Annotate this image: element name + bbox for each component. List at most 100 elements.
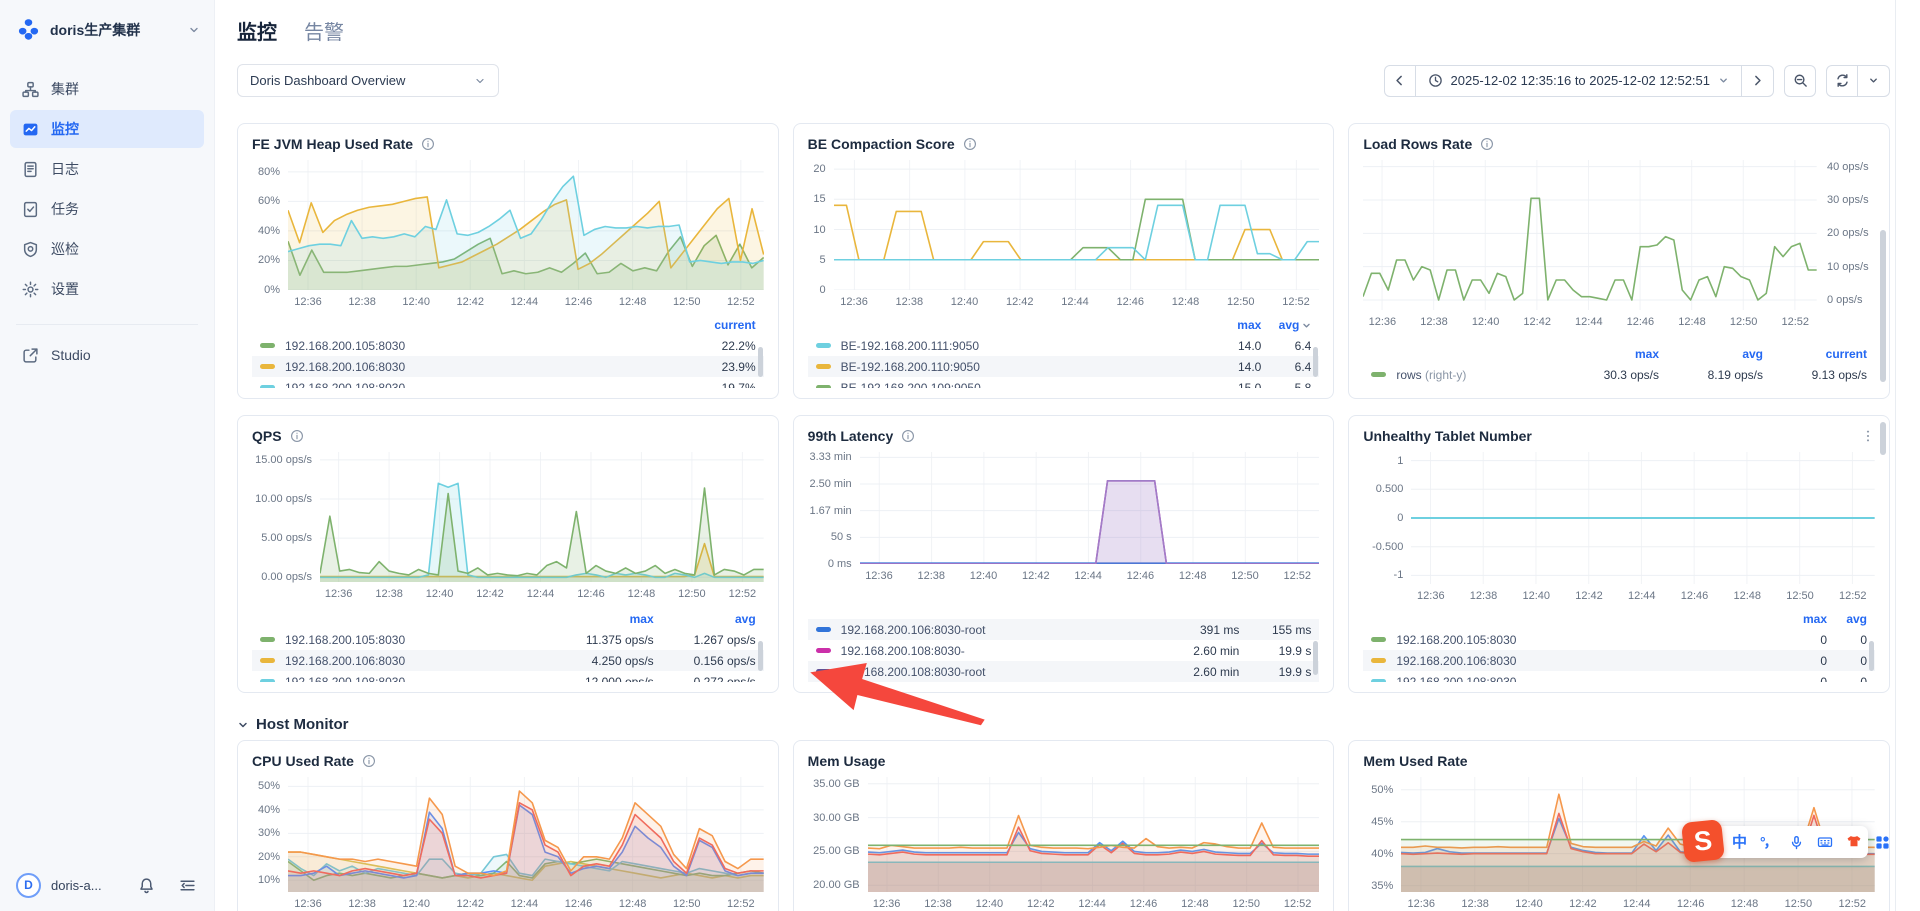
legend-row[interactable]: BE-192.168.200.111:9050 14.0 6.4 (808, 335, 1320, 356)
legend-sort-avg[interactable]: avg (734, 612, 756, 626)
info-icon[interactable] (963, 137, 977, 151)
legend-row[interactable]: 192.168.200.108:8030- 2.60 min 19.9 s (808, 640, 1320, 661)
legend-sort-max[interactable]: max (1237, 318, 1262, 332)
legend-row[interactable]: 192.168.200.105:8030 11.375 ops/s 1.267 op… (252, 629, 764, 650)
legend-sort-current[interactable]: current (1825, 347, 1867, 361)
time-shift-back-button[interactable] (1383, 64, 1416, 97)
legend-row[interactable]: 192.168.200.105:8030 22.2% (252, 335, 764, 356)
cluster-switcher[interactable]: doris生产集群 (0, 0, 214, 48)
time-shift-forward-button[interactable] (1742, 64, 1774, 97)
y-axis: 50% 45% 40% 35% (1363, 777, 1401, 892)
chart-plot[interactable] (1411, 452, 1875, 584)
panel-head: Mem Usage (808, 753, 1320, 769)
time-range-picker[interactable]: 2025-12-02 12:35:16 to 2025-12-02 12:52:… (1415, 64, 1742, 97)
refresh-interval-dropdown[interactable] (1858, 64, 1890, 97)
info-icon[interactable] (1480, 137, 1494, 151)
legend-scrollbar[interactable] (757, 347, 763, 377)
collapse-sidebar-icon[interactable] (179, 877, 196, 894)
panel-latency: 99th Latency 3.33 min 2.50 min 1.67 min 50 s… (792, 415, 1335, 693)
legend-sort-avg[interactable]: avg (1742, 347, 1763, 361)
bell-icon[interactable] (138, 877, 155, 894)
x-tick-label: 12:38 (917, 570, 946, 582)
legend-scrollbar[interactable] (1869, 641, 1874, 671)
legend-row[interactable]: BE-192.168.200.110:9050 14.0 6.4 (807, 356, 1320, 377)
x-tick-label: 12:48 (1181, 898, 1209, 910)
chart-plot[interactable] (867, 777, 1320, 892)
sidebar-item-tasks[interactable]: 任务 (10, 190, 204, 228)
tab-监控[interactable]: 监控 (237, 22, 277, 44)
legend-row[interactable]: 192.168.200.106:8030 23.9% (252, 356, 764, 377)
series-value: 12.000 ops/s (584, 674, 654, 683)
legend-row[interactable]: 192.168.200.106:8030-root 391 ms 155 ms (807, 619, 1320, 640)
panel-grid-main: FE JVM Heap Used Rate 80% 60% 40% 20% 0% 12:36… (223, 123, 1890, 693)
chart-plot[interactable] (1363, 160, 1817, 310)
legend-sort-current[interactable]: current (714, 318, 756, 332)
info-icon[interactable] (290, 429, 304, 443)
legend-row[interactable]: 192.168.200.106:8030 4.250 ops/s 0.156 ops… (252, 650, 764, 671)
info-icon[interactable] (901, 429, 915, 443)
y-tick-label: 25.00 GB (813, 845, 860, 858)
chart-plot[interactable] (288, 777, 764, 892)
legend-scrollbar[interactable] (757, 641, 763, 671)
keyboard-icon[interactable] (1817, 834, 1833, 850)
legend-row[interactable]: 192.168.200.106:8030 0 0 (1363, 650, 1875, 671)
refresh-button[interactable] (1826, 64, 1858, 97)
legend-sort-max[interactable]: max (1802, 612, 1827, 626)
legend-row[interactable]: 192.168.200.105:8030 0 0 (1363, 629, 1875, 650)
legend-header: max avg (1363, 610, 1875, 629)
host-monitor-section-toggle[interactable]: Host Monitor (223, 716, 1890, 733)
legend-row[interactable]: 192.168.200.108:8030-root 2.60 min 19.9 s (807, 661, 1320, 682)
legend-row[interactable]: BE-192.168.200.109:9050 15.0 5.8 (808, 377, 1320, 388)
legend-header: max avg current (1363, 345, 1875, 364)
sogou-logo-icon[interactable]: S (1681, 819, 1725, 863)
legend-scrollbar[interactable] (1313, 347, 1319, 377)
panel-scrollbar[interactable] (1880, 230, 1886, 382)
legend-row[interactable]: 192.168.200.108:8030 19.7% (252, 377, 764, 388)
info-icon[interactable] (421, 137, 435, 151)
series-value: 22.2% (721, 338, 756, 353)
x-tick-label: 12:44 (510, 898, 539, 910)
zoom-out-button[interactable] (1784, 64, 1816, 97)
sidebar: doris生产集群 集群 监控 日志 任务 巡检 设置 Studio D doris-a.… (0, 0, 215, 911)
sidebar-item-logs[interactable]: 日志 (10, 150, 204, 188)
toolbox-icon[interactable] (1875, 835, 1890, 850)
skin-icon[interactable] (1846, 834, 1862, 850)
monitor-icon (22, 121, 39, 138)
microphone-icon[interactable] (1789, 835, 1804, 850)
panel-menu-icon[interactable] (1861, 429, 1875, 443)
y-tick-label: 1 (1397, 454, 1404, 467)
y-tick-label: 60% (257, 195, 280, 208)
legend-sort-max[interactable]: max (629, 612, 654, 626)
panel-scrollbar[interactable] (1880, 422, 1886, 455)
avatar[interactable]: D (16, 872, 41, 898)
tab-告警[interactable]: 告警 (304, 22, 344, 44)
dashboard-select[interactable]: Doris Dashboard Overview (237, 64, 499, 97)
chart-plot[interactable] (859, 452, 1320, 564)
sidebar-item-studio[interactable]: Studio (10, 337, 204, 373)
sidebar-item-settings[interactable]: 设置 (10, 270, 204, 308)
chart-plot[interactable] (1401, 777, 1875, 892)
sidebar-item-inspect[interactable]: 巡检 (10, 230, 204, 268)
chart-plot[interactable] (288, 160, 764, 290)
series-color-swatch (815, 385, 831, 388)
panel-qps: QPS 15.00 ops/s 10.00 ops/s 5.00 ops/s 0.00 … (237, 415, 779, 693)
chinese-mode-icon[interactable]: 中 (1732, 833, 1748, 851)
x-axis: 12:36 12:38 12:40 12:42 12:44 12:46 12:48 12:50… (1401, 892, 1875, 911)
legend-row[interactable]: 192.168.200.108:8030 0 0 (1363, 671, 1875, 682)
info-icon[interactable] (362, 754, 376, 768)
sidebar-item-monitor[interactable]: 监控 (10, 110, 204, 148)
punctuation-icon[interactable]: °， (1760, 834, 1778, 850)
sidebar-item-cluster[interactable]: 集群 (10, 70, 204, 108)
legend-sort-avg[interactable]: avg (1846, 612, 1867, 626)
chart-plot[interactable] (834, 160, 1320, 290)
x-tick-label: 12:52 (727, 296, 755, 308)
legend-row[interactable]: rows (right-y) 30.3 ops/s 8.19 ops/s 9.13 o… (1363, 364, 1875, 385)
panel-title: Unhealthy Tablet Number (1363, 428, 1532, 444)
legend-sort-max[interactable]: max (1634, 347, 1659, 361)
legend-row[interactable]: 192.168.200.108:8030 12.000 ops/s 0.272 op… (252, 671, 764, 682)
legend-scrollbar[interactable] (1313, 641, 1319, 675)
legend-sort-avg[interactable]: avg (1261, 318, 1311, 332)
series-color-swatch (260, 364, 275, 369)
chart-plot[interactable] (320, 452, 764, 582)
series-note: (right-y) (1421, 367, 1467, 382)
